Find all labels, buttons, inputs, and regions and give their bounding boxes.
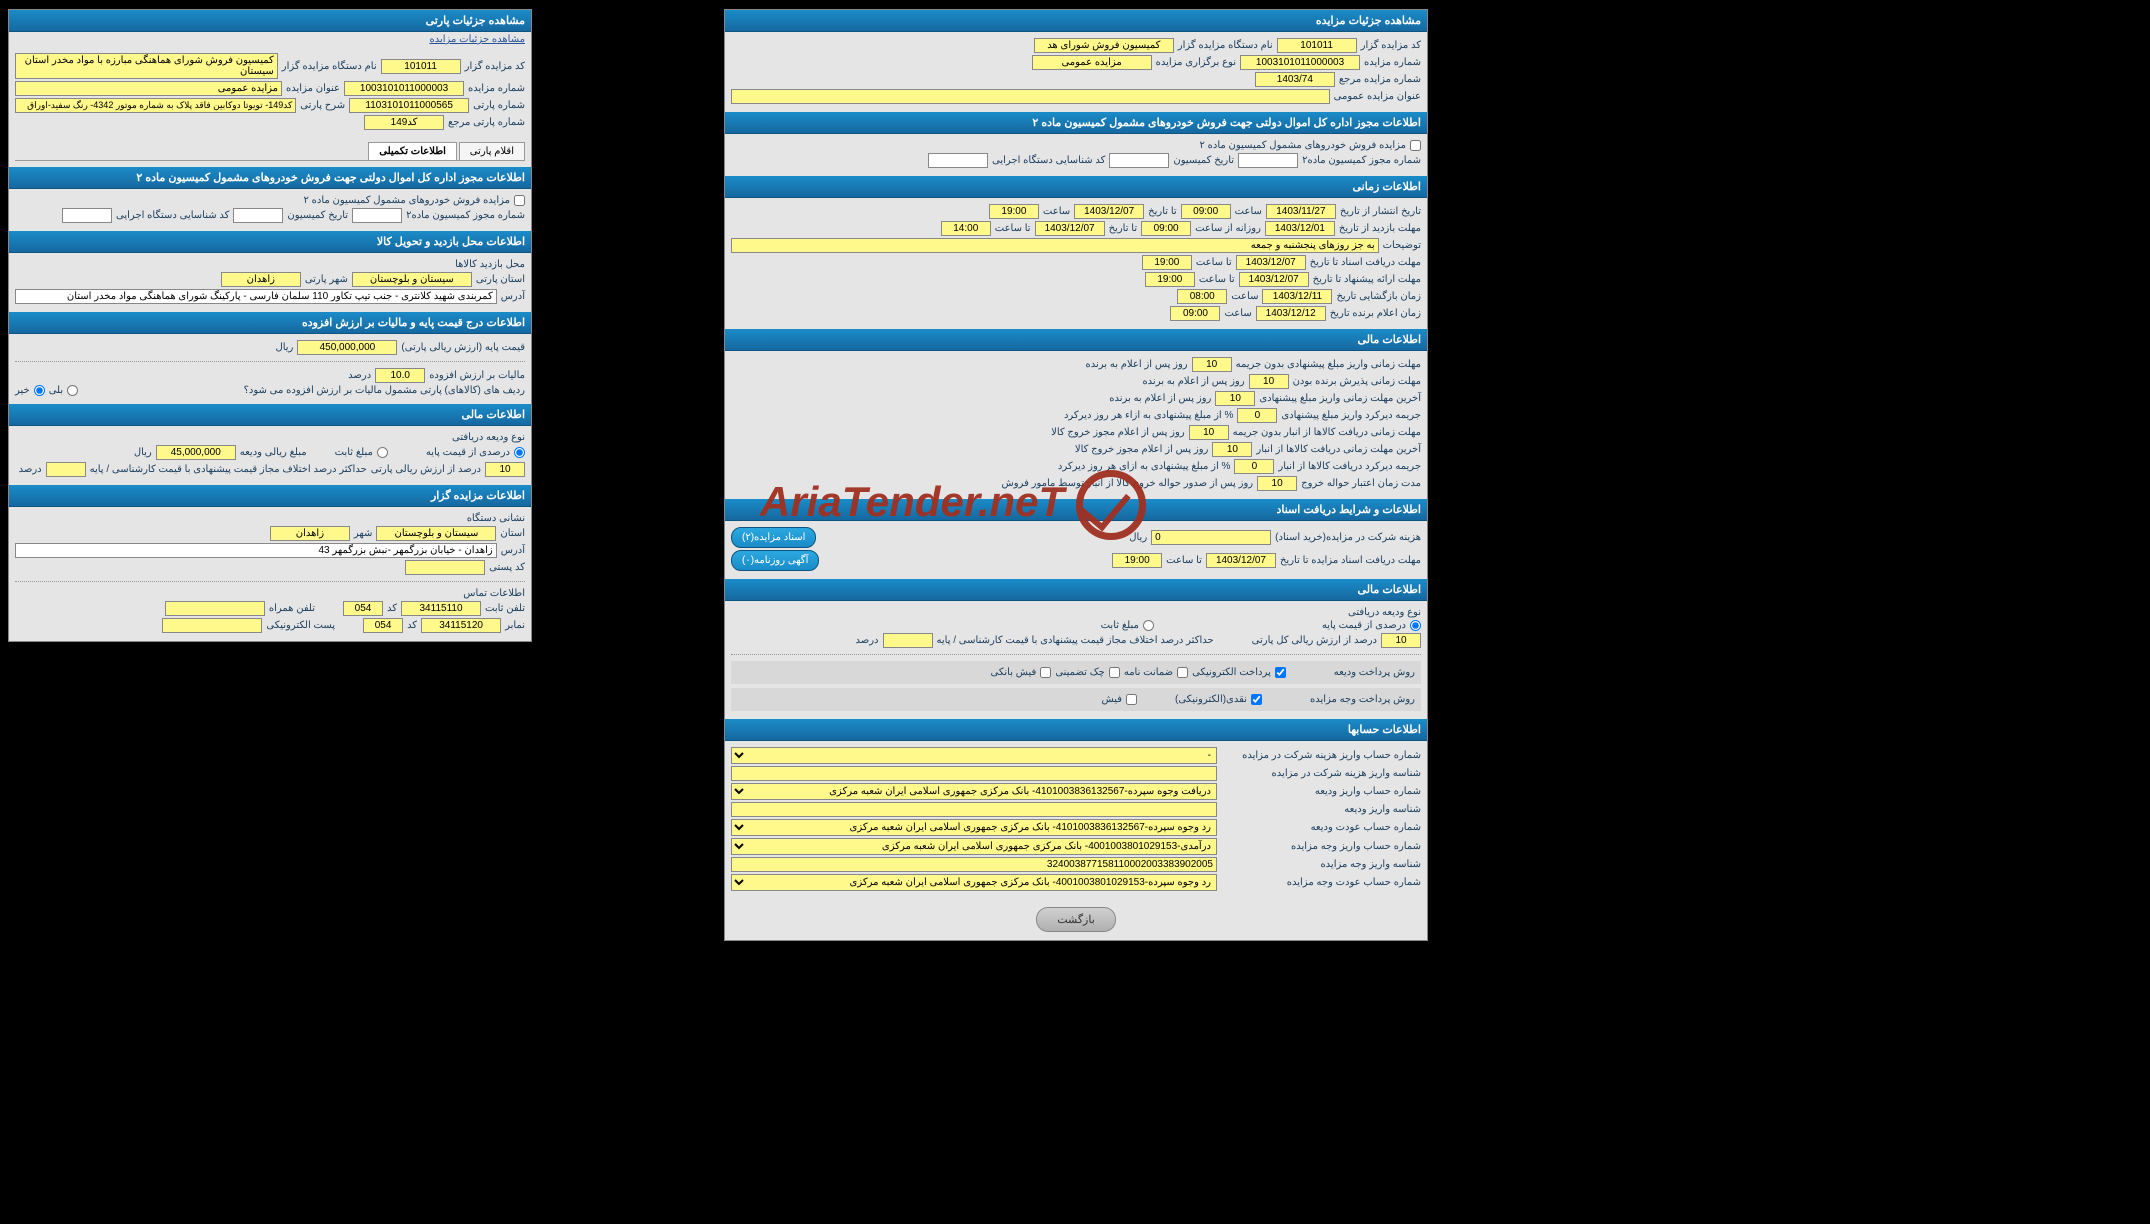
l-pub-from: تاریخ انتشار از تاریخ	[1340, 206, 1421, 217]
header-fin2: اطلاعات مالی	[725, 579, 1427, 601]
lbl-comm-date: تاریخ کمیسیون	[1173, 155, 1234, 166]
sel-pay-acct[interactable]: درآمدی-4001003801029153- بانک مرکزی جمهو…	[731, 838, 1217, 855]
chk-cash-e[interactable]	[1251, 694, 1262, 705]
lbl-auction-code: کد مزایده گزار	[1361, 40, 1421, 51]
lbl-chk-commission: مزایده فروش خودروهای مشمول کمیسیون ماده …	[1199, 140, 1406, 151]
sel-dep-acct[interactable]: دریافت وجوه سپرده-4101003836132567- بانک…	[731, 783, 1217, 800]
radio-fixed[interactable]	[1143, 620, 1154, 631]
chk-commission[interactable]	[1410, 140, 1421, 151]
btn-newspaper-ad[interactable]: آگهی روزنامه(۰)	[731, 550, 819, 571]
sel-refund-acct[interactable]: رد وجوه سپرده-4101003836132567- بانک مرک…	[731, 819, 1217, 836]
lbl-auction-num: شماره مزایده	[1364, 57, 1421, 68]
lbl-auction-title: عنوان مزایده عمومی	[1334, 91, 1421, 102]
sel-refund2-acct[interactable]: رد وجوه سپرده-4001003801029153- بانک مرک…	[731, 874, 1217, 891]
fld-dep-id	[731, 802, 1217, 817]
fld-comm-num[interactable]	[1238, 153, 1298, 168]
fld-auction-type: مزایده عمومی	[1032, 55, 1152, 70]
btn-auction-docs[interactable]: اسناد مزایده(۲)	[731, 527, 816, 548]
lbl-exec-code: کد شناسایی دستگاه اجرایی	[992, 155, 1105, 166]
header-accounts: اطلاعات حسابها	[725, 719, 1427, 741]
lbl-comm-num: شماره مجوز کمیسیون ماده۲	[1302, 155, 1421, 166]
header-time: اطلاعات زمانی	[725, 176, 1427, 198]
chk-slip[interactable]	[1040, 667, 1051, 678]
fld-auction-title	[731, 89, 1330, 104]
chk-comm2[interactable]	[514, 195, 525, 206]
fld-auction-num: 1003101011000003	[1240, 55, 1360, 70]
chk-epay[interactable]	[1275, 667, 1286, 678]
tab-lot-items[interactable]: اقلام پارتی	[459, 142, 525, 160]
auction-details-panel: مشاهده جزئیات مزایده کد مزایده گزار 1010…	[724, 9, 1428, 941]
lbl-ref-num: شماره مزایده مرجع	[1339, 74, 1421, 85]
chk-check[interactable]	[1109, 667, 1120, 678]
fld-comm-date[interactable]	[1109, 153, 1169, 168]
header-lot: مشاهده جزئیات پارتی	[9, 10, 531, 32]
header-docs: اطلاعات و شرایط دریافت اسناد	[725, 499, 1427, 521]
link-auction-details[interactable]: مشاهده جزئیات مزایده	[429, 34, 525, 45]
header-financial: اطلاعات مالی	[725, 329, 1427, 351]
fld-pay-id: 324003877158110002003383902005	[731, 857, 1217, 872]
lot-details-panel: مشاهده جزئیات پارتی مشاهده جزئیات مزایده…	[8, 9, 532, 642]
radio-pct-base[interactable]	[1410, 620, 1421, 631]
lbl-auction-type: نوع برگزاری مزایده	[1156, 57, 1236, 68]
fld-ref-num: 1403/74	[1255, 72, 1335, 87]
f-pub-from: 1403/11/27	[1266, 204, 1336, 219]
radio-vat-yes[interactable]	[67, 385, 78, 396]
radio-dep-fixed[interactable]	[377, 447, 388, 458]
fld-exec-code[interactable]	[928, 153, 988, 168]
fld-fee-id	[731, 766, 1217, 781]
header-auction-details: مشاهده جزئیات مزایده	[725, 10, 1427, 32]
radio-vat-no[interactable]	[34, 385, 45, 396]
radio-dep-pct[interactable]	[514, 447, 525, 458]
btn-back[interactable]: بازگشت	[1036, 907, 1116, 932]
sel-fee-acct[interactable]: -	[731, 747, 1217, 764]
chk-fish[interactable]	[1126, 694, 1137, 705]
chk-guarantee[interactable]	[1177, 667, 1188, 678]
fld-auction-code: 101011	[1277, 38, 1357, 53]
lbl-org-name: نام دستگاه مزایده گزار	[1178, 40, 1273, 51]
fld-org-name: کمیسیون فروش شورای هد	[1034, 38, 1174, 53]
tab-extra-info[interactable]: اطلاعات تکمیلی	[368, 142, 457, 160]
header-commission: اطلاعات مجوز اداره کل اموال دولتی جهت فر…	[725, 112, 1427, 134]
